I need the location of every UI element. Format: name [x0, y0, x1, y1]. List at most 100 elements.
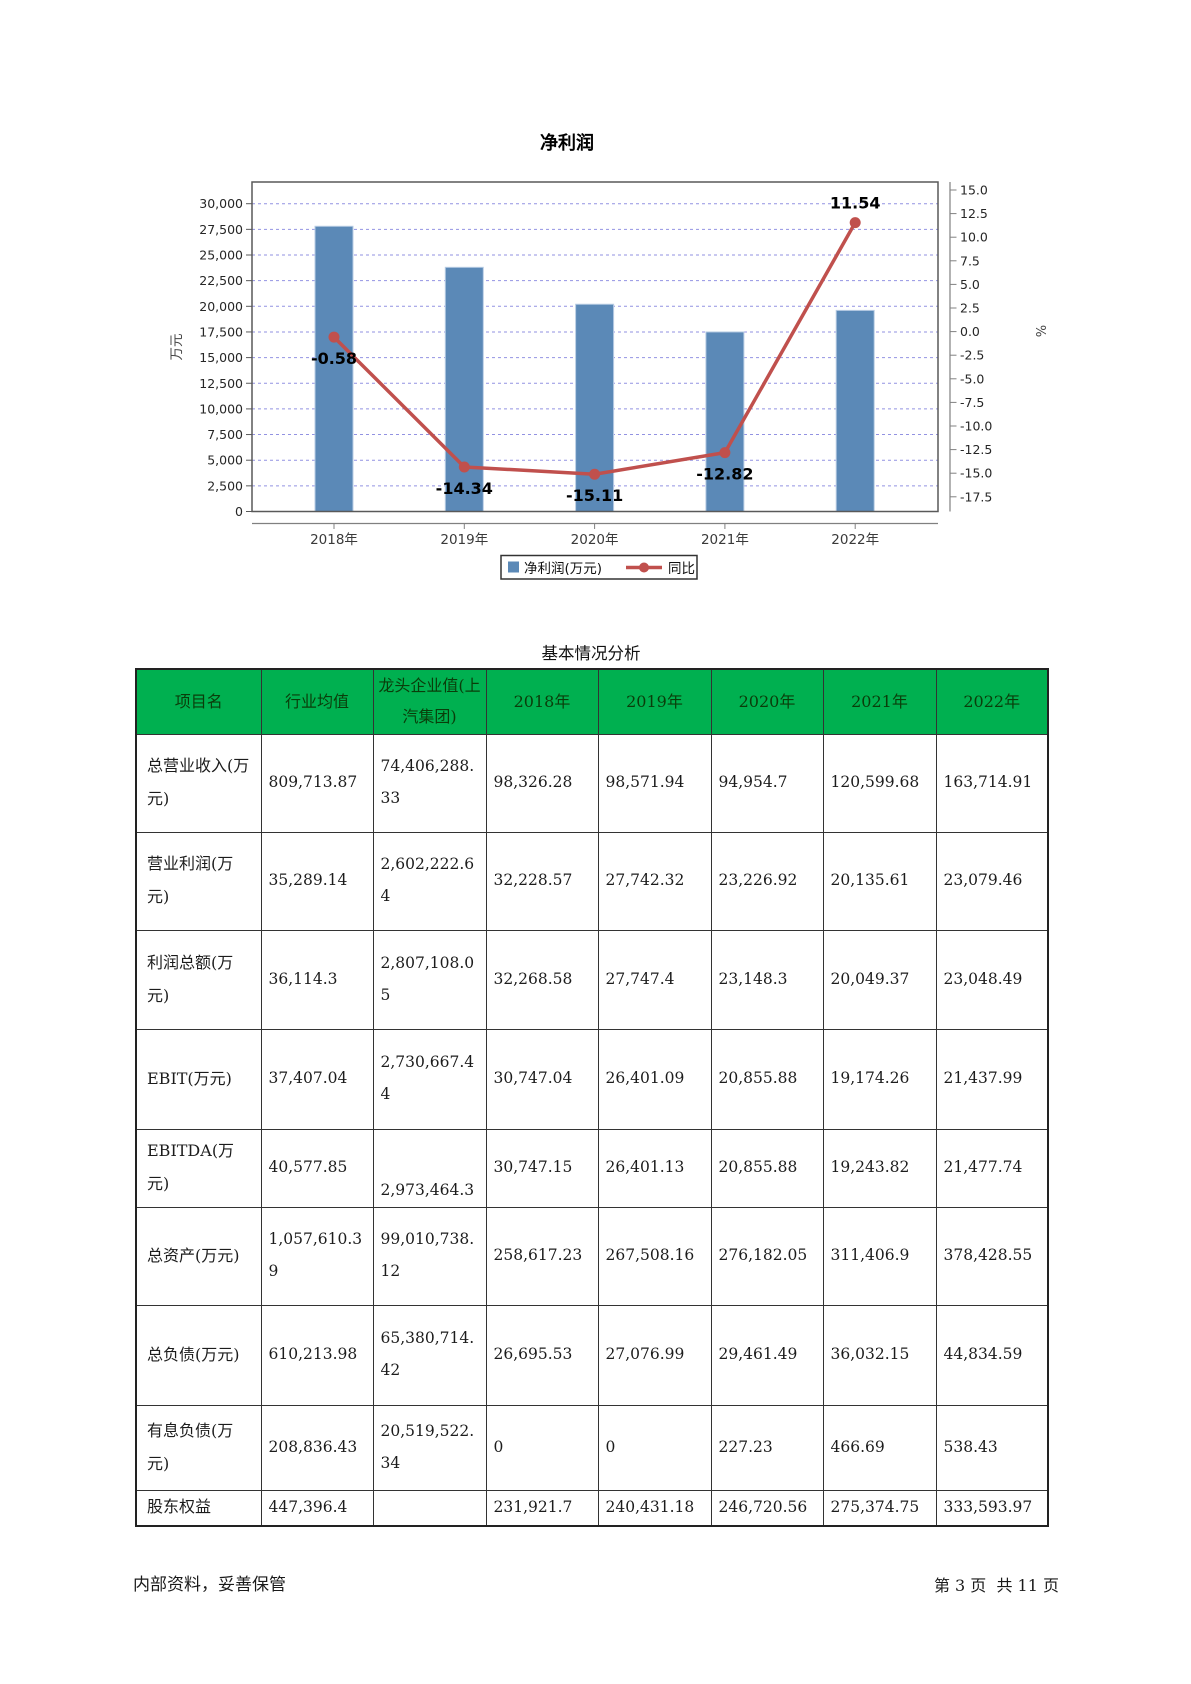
svg-text:-7.5: -7.5 — [960, 395, 984, 410]
table-cell: 246,720.56 — [710, 1489, 824, 1527]
line-value-label: -14.34 — [436, 479, 493, 498]
table-cell: 20,135.61 — [822, 831, 937, 931]
table-cell: 23,148.3 — [710, 929, 824, 1030]
svg-text:-5.0: -5.0 — [960, 371, 984, 386]
table-row: 股东权益 447,396.4 231,921.7 240,431.18 246,720.… — [135, 1489, 1049, 1527]
legend-bar-swatch — [508, 561, 519, 573]
column-header-1: 行业均值 — [260, 668, 374, 735]
svg-text:27,500: 27,500 — [199, 222, 243, 237]
table-cell: 27,747.4 — [597, 929, 712, 1030]
svg-text:17,500: 17,500 — [199, 324, 243, 339]
column-header-5: 2020年 — [710, 668, 824, 735]
header-row: 项目名 行业均值 龙头企业值(上汽集团) 2018年 2019年 2020年 2021年 20… — [135, 668, 1049, 735]
table-cell: 26,401.09 — [597, 1028, 712, 1130]
table-cell: 20,049.37 — [822, 929, 937, 1030]
table-cell: 65,380,714.42 — [372, 1304, 487, 1406]
table-cell: 2,807,108.05 — [372, 929, 487, 1030]
table-cell: 35,289.14 — [260, 831, 374, 931]
table-cell: 36,032.15 — [822, 1304, 937, 1406]
legend-line-label: 同比 — [668, 561, 695, 577]
column-header-6: 2021年 — [822, 668, 937, 735]
table-cell: 120,599.68 — [822, 733, 937, 833]
table-cell: 19,243.82 — [822, 1128, 937, 1208]
net-profit-chart: 0 2,500 5,000 7,500 10,000 12,500 15,000 17,500… — [169, 132, 1047, 580]
table-cell: 311,406.9 — [822, 1206, 937, 1306]
x-label-2020年: 2020年 — [571, 532, 619, 548]
svg-text:15.0: 15.0 — [960, 183, 988, 198]
table-row: 总资产(万元) 1,057,610.39 99,010,738.12 258,617.… — [135, 1206, 1049, 1306]
svg-text:25,000: 25,000 — [199, 248, 243, 263]
svg-text:15,000: 15,000 — [199, 350, 243, 365]
table-cell: 19,174.26 — [822, 1028, 937, 1130]
table-cell: 275,374.75 — [822, 1489, 937, 1527]
line-marker — [328, 331, 340, 343]
table-cell: 32,268.58 — [485, 929, 599, 1030]
table-cell: 240,431.18 — [597, 1489, 712, 1527]
right-axis: 15.0 12.5 10.0 7.5 5.0 2.5 0.0 -2.5 -5.0 -7.5 -10.… — [949, 182, 1047, 512]
bar-2018年 — [314, 225, 354, 512]
table-cell: 26,401.13 — [597, 1128, 712, 1208]
table-cell: 94,954.7 — [710, 733, 824, 833]
line-value-label: -12.82 — [696, 465, 753, 484]
table-cell: 30,747.04 — [485, 1028, 599, 1130]
table-head: 项目名 行业均值 龙头企业值(上汽集团) 2018年 2019年 2020年 2021年 20… — [135, 668, 1049, 735]
bar-2021年 — [705, 331, 745, 513]
left-axis: 0 2,500 5,000 7,500 10,000 12,500 15,000 17,500… — [169, 196, 252, 519]
svg-text:-2.5: -2.5 — [960, 348, 984, 363]
table-cell: 98,571.94 — [597, 733, 712, 833]
right-axis-unit: % — [1032, 325, 1047, 337]
table-row: 总营业收入(万元) 809,713.87 74,406,288.33 98,326.2… — [135, 733, 1049, 833]
table-cell: 44,834.59 — [935, 1304, 1049, 1406]
table-cell: 466.69 — [822, 1404, 937, 1491]
chart-title: 净利润 — [540, 132, 594, 154]
table-cell: 23,226.92 — [710, 831, 824, 931]
table-cell: 276,182.05 — [710, 1206, 824, 1306]
table-cell: 99,010,738.12 — [372, 1206, 487, 1306]
chart-line: -0.58 -14.34 -15.11 -12.82 11.54 — [311, 194, 881, 506]
table-cell: 333,593.97 — [935, 1489, 1049, 1527]
row-label: EBITDA(万元) — [135, 1128, 262, 1208]
svg-text:2,500: 2,500 — [207, 478, 243, 493]
line-value-label: -0.58 — [311, 349, 357, 368]
chart-bars — [314, 225, 875, 513]
table-cell: 27,076.99 — [597, 1304, 712, 1406]
svg-text:5.0: 5.0 — [960, 277, 980, 292]
line-marker — [589, 468, 601, 480]
bar-2019年 — [444, 266, 484, 513]
svg-text:5,000: 5,000 — [207, 453, 243, 468]
table-cell: 36,114.3 — [260, 929, 374, 1030]
row-label: EBIT(万元) — [135, 1028, 262, 1130]
table-cell — [372, 1489, 487, 1527]
table-cell: 29,461.49 — [710, 1304, 824, 1406]
row-label: 总营业收入(万元) — [135, 733, 262, 833]
table-cell: 27,742.32 — [597, 831, 712, 931]
svg-text:7.5: 7.5 — [960, 253, 980, 268]
table-row: EBIT(万元) 37,407.04 2,730,667.44 30,747.04 26… — [135, 1028, 1049, 1130]
svg-text:-10.0: -10.0 — [960, 419, 992, 434]
table-cell: 37,407.04 — [260, 1028, 374, 1130]
table-row: 有息负债(万元) 208,836.43 20,519,522.34 0 0 227.23 4… — [135, 1404, 1049, 1491]
analysis-table: 项目名 行业均值 龙头企业值(上汽集团) 2018年 2019年 2020年 2021年 20… — [135, 668, 1049, 1527]
plot-border — [251, 181, 939, 513]
svg-text:-17.5: -17.5 — [960, 489, 992, 504]
line-marker — [458, 461, 470, 473]
table-cell: 809,713.87 — [260, 733, 374, 833]
table-cell: 231,921.7 — [485, 1489, 599, 1527]
table-cell: 26,695.53 — [485, 1304, 599, 1406]
column-header-2: 龙头企业值(上汽集团) — [372, 668, 487, 735]
svg-text:12.5: 12.5 — [960, 206, 988, 221]
x-label-2018年: 2018年 — [310, 532, 358, 548]
footer-note: 内部资料，妥善保管 — [133, 1575, 286, 1594]
x-label-2021年: 2021年 — [701, 532, 749, 548]
column-header-7: 2022年 — [935, 668, 1049, 735]
table-cell: 208,836.43 — [260, 1404, 374, 1491]
table-cell: 30,747.15 — [485, 1128, 599, 1208]
table-cell: 32,228.57 — [485, 831, 599, 931]
svg-text:30,000: 30,000 — [199, 196, 243, 211]
table-cell: 610,213.98 — [260, 1304, 374, 1406]
x-label-2022年: 2022年 — [831, 532, 879, 548]
table-cell: 74,406,288.33 — [372, 733, 487, 833]
bar-2022年 — [835, 309, 875, 512]
chart-legend: 净利润(万元) 同比 — [500, 554, 698, 580]
